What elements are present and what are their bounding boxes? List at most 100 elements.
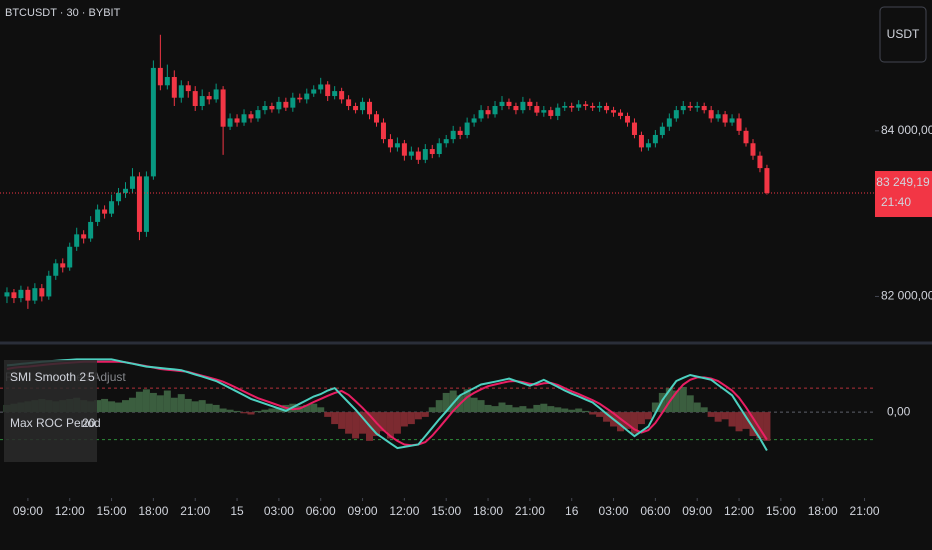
candle-body — [443, 139, 449, 144]
candle-body — [360, 101, 366, 111]
histogram-bar — [630, 412, 638, 434]
histogram-bar — [512, 407, 520, 413]
histogram-bar — [135, 391, 143, 413]
candle-body — [520, 101, 526, 111]
histogram-bar — [352, 412, 360, 439]
candle-body — [74, 234, 80, 247]
histogram-bar — [651, 402, 659, 413]
x-tick-label: 16 — [565, 504, 579, 518]
histogram-bar — [407, 412, 415, 425]
candle-body — [164, 77, 170, 86]
x-tick-label: 18:00 — [473, 504, 503, 518]
histogram-bar — [212, 404, 220, 413]
x-tick-label: 15:00 — [97, 504, 127, 518]
candle-body — [276, 101, 282, 110]
candle-body — [192, 91, 198, 106]
x-tick-label: 12:00 — [724, 504, 754, 518]
candle-body — [631, 122, 637, 135]
histogram-bar — [421, 412, 429, 417]
candle-body — [234, 118, 240, 123]
histogram-bar — [121, 400, 129, 413]
histogram-bar — [205, 403, 213, 413]
candle-body — [39, 288, 45, 297]
x-tick-label: 21:00 — [850, 504, 880, 518]
histogram-bar — [714, 412, 722, 422]
candle-body — [471, 118, 477, 123]
candle-body — [136, 176, 142, 232]
candle-body — [4, 292, 10, 297]
candle-body — [248, 114, 254, 119]
candle-body — [569, 105, 575, 108]
candle-body — [541, 110, 547, 113]
candle-body — [408, 151, 414, 156]
histogram-bar — [575, 408, 583, 413]
x-tick-label: 15:00 — [766, 504, 796, 518]
histogram-bar — [275, 407, 283, 413]
x-tick-label: 12:00 — [55, 504, 85, 518]
x-tick-label: 18:00 — [138, 504, 168, 518]
histogram-bar — [386, 412, 394, 439]
histogram-bar — [644, 412, 652, 420]
candle-body — [53, 263, 59, 276]
x-tick-label: 03:00 — [599, 504, 629, 518]
x-tick-label: 15:00 — [431, 504, 461, 518]
candle-body — [513, 105, 519, 111]
histogram-bar — [533, 404, 541, 413]
candle-body — [555, 107, 561, 116]
candle-body — [597, 105, 603, 108]
candle-body — [604, 105, 610, 111]
histogram-bar — [749, 412, 757, 437]
histogram-bar — [338, 412, 346, 429]
histogram-bar — [233, 410, 241, 413]
candle-body — [666, 118, 672, 127]
histogram-bar — [568, 409, 576, 413]
candle-body — [11, 292, 17, 299]
candle-body — [206, 96, 212, 100]
candle-body — [590, 105, 596, 108]
candle-body — [764, 168, 770, 194]
histogram-bar — [700, 407, 708, 413]
candle-body — [576, 104, 582, 108]
candle-body — [102, 209, 108, 214]
candle-body — [652, 134, 658, 144]
candle-body — [129, 176, 135, 189]
x-tick-label: 18:00 — [808, 504, 838, 518]
candle-body — [157, 67, 163, 86]
x-tick-label: 09:00 — [348, 504, 378, 518]
histogram-bar — [721, 412, 729, 420]
candle-body — [401, 143, 407, 156]
histogram-bar — [554, 407, 562, 413]
candle-body — [67, 246, 73, 268]
input-label: Max ROC Period — [10, 416, 101, 430]
histogram-bar — [707, 412, 715, 417]
histogram-bar — [345, 412, 353, 434]
histogram-bar — [637, 412, 645, 425]
candle-body — [757, 155, 763, 169]
x-tick-label: 15 — [230, 504, 244, 518]
candle-body — [213, 89, 219, 100]
candle-body — [743, 130, 749, 144]
candle-body — [611, 110, 617, 113]
candle-body — [624, 115, 630, 123]
currency-button[interactable] — [879, 6, 927, 63]
symbol-title: BTCUSDT · 30 · BYBIT — [5, 7, 121, 19]
candle-body — [150, 67, 156, 177]
candle-body — [199, 96, 205, 106]
candle-body — [380, 122, 386, 140]
candle-body — [750, 143, 756, 156]
candle-body — [241, 114, 247, 123]
histogram-bar — [219, 408, 227, 413]
histogram-bar — [491, 406, 499, 413]
candle-body — [143, 176, 149, 232]
histogram-bar — [679, 386, 687, 413]
histogram-bar — [756, 412, 764, 439]
histogram-bar — [317, 407, 325, 413]
histogram-bar — [435, 400, 443, 413]
histogram-bar — [617, 412, 625, 432]
candle-body — [492, 105, 498, 115]
currency-label[interactable]: USDT — [887, 27, 920, 41]
candle-body — [311, 89, 317, 94]
histogram-bar — [128, 397, 136, 413]
candle-body — [645, 143, 651, 148]
